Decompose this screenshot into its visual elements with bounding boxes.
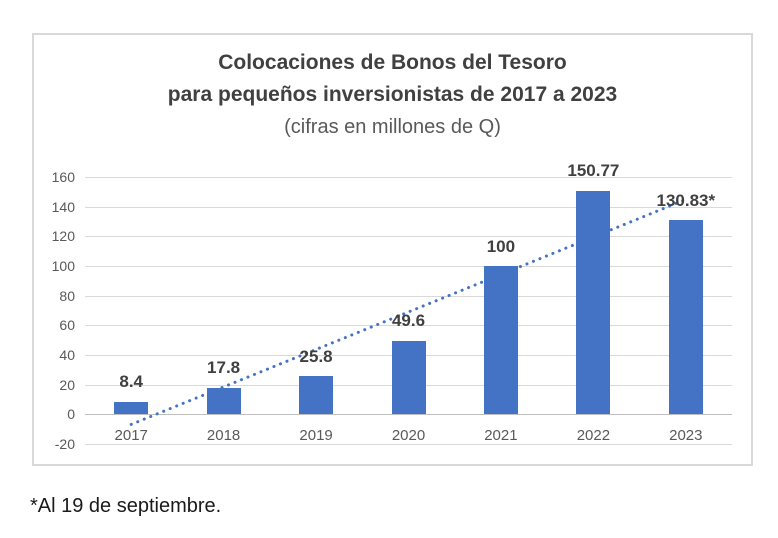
gridline: [85, 325, 732, 327]
gridline: [85, 236, 732, 238]
y-tick-label: 80: [59, 287, 75, 304]
data-label-2021: 100: [486, 236, 516, 256]
y-tick-label: 0: [67, 406, 75, 423]
bar-2020: [391, 340, 426, 415]
bar-2021: [483, 266, 518, 415]
chart-frame: Colocaciones de Bonos del Tesoro para pe…: [32, 33, 753, 466]
gridline: [85, 206, 732, 208]
x-tick-label-2021: 2021: [484, 427, 518, 445]
chart-footnote: *Al 19 de septiembre.: [30, 495, 222, 517]
data-label-2020: 49.6: [391, 311, 426, 331]
chart-title-line2: para pequeños inversionistas de 2017 a 2…: [167, 83, 618, 106]
y-tick-label: 40: [59, 347, 75, 363]
y-tick-label: 60: [59, 317, 75, 334]
data-label-2023: 130.83*: [656, 190, 716, 210]
y-tick-label: 20: [59, 376, 75, 393]
chart-subtitle: (cifras en millones de Q): [284, 116, 501, 138]
y-tick-label: -20: [54, 436, 75, 452]
data-label-2018: 17.8: [207, 358, 241, 378]
chart-title-line1: Colocaciones de Bonos del Tesoro: [218, 51, 567, 74]
data-label-2019: 25.8: [299, 346, 333, 366]
gridline: [85, 266, 732, 267]
y-tick-label: 120: [51, 228, 75, 245]
x-tick-label-2023: 2023: [669, 427, 703, 445]
bar-2018: [206, 387, 241, 415]
x-tick-label-2022: 2022: [576, 427, 611, 445]
data-label-2022: 150.77: [567, 161, 620, 181]
plot-area: 160 140 120 100 80 60 40 20 0 -20 8.4 2017 17.8 2018 2…: [52, 161, 732, 452]
gridline: [85, 295, 732, 297]
gridline: [85, 444, 732, 445]
x-tick-label-2020: 2020: [391, 427, 426, 445]
chart-title: Colocaciones de Bonos del Tesoro para pe…: [34, 47, 751, 143]
x-axis-line: [85, 414, 732, 416]
bar-2019: [299, 376, 334, 415]
gridline: [85, 177, 732, 178]
y-tick-label: 140: [51, 198, 75, 215]
y-tick-label: 160: [51, 169, 75, 185]
x-tick-label-2019: 2019: [299, 427, 333, 445]
y-tick-label: 100: [51, 258, 75, 274]
x-tick-label-2017: 2017: [114, 427, 148, 445]
bar-2017: [114, 401, 149, 415]
data-label-2017: 8.4: [119, 372, 144, 392]
bar-2022: [576, 190, 611, 415]
x-tick-label-2018: 2018: [206, 427, 241, 445]
bar-2023: [668, 220, 703, 415]
